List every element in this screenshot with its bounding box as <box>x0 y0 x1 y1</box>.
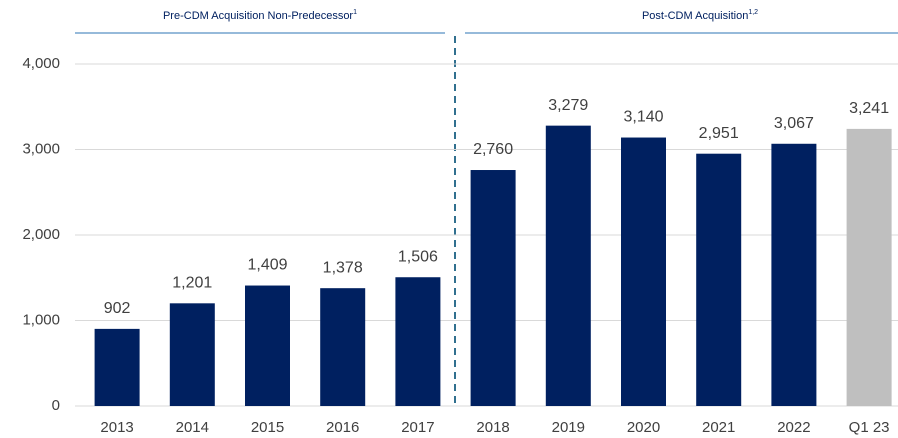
x-tick-label: 2014 <box>176 419 209 436</box>
bar <box>771 143 817 407</box>
value-label: 3,067 <box>774 115 814 132</box>
section-text: Pre-CDM Acquisition Non-Predecessor <box>163 10 353 22</box>
bar <box>470 170 516 406</box>
section-note: 1,2 <box>748 9 758 16</box>
bar <box>545 125 591 406</box>
bar <box>395 277 441 406</box>
value-label: 3,140 <box>623 109 663 126</box>
bar <box>621 137 666 406</box>
y-tick-label: 1,000 <box>22 311 60 328</box>
value-label: 3,241 <box>849 100 889 117</box>
x-tick-label: 2013 <box>100 419 133 436</box>
value-label: 1,506 <box>398 248 438 265</box>
x-tick-label: Q1 23 <box>849 419 890 436</box>
value-label: 902 <box>104 300 131 317</box>
value-label: 1,409 <box>247 257 287 274</box>
value-label: 3,279 <box>548 97 588 114</box>
bar <box>696 153 742 406</box>
y-tick-label: 2,000 <box>22 226 60 243</box>
y-tick-label: 4,000 <box>22 55 60 72</box>
value-label: 2,951 <box>699 125 739 142</box>
bar <box>846 128 892 406</box>
y-tick-label: 0 <box>52 397 60 414</box>
bar <box>94 328 140 406</box>
x-tick-label: 2016 <box>326 419 359 436</box>
value-label: 1,378 <box>323 259 363 276</box>
x-tick-label: 2017 <box>401 419 434 436</box>
x-tick-label: 2020 <box>627 419 660 436</box>
value-label: 2,760 <box>473 141 513 158</box>
x-tick-label: 2022 <box>777 419 810 436</box>
bar <box>320 288 366 406</box>
x-tick-label: 2018 <box>476 419 509 436</box>
section-label: Pre-CDM Acquisition Non-Predecessor1 <box>163 9 357 22</box>
bar <box>245 285 290 406</box>
section-label: Post-CDM Acquisition1,2 <box>642 9 758 22</box>
x-tick-label: 2015 <box>251 419 284 436</box>
x-tick-label: 2021 <box>702 419 735 436</box>
bar <box>169 303 215 406</box>
y-tick-label: 3,000 <box>22 140 60 157</box>
x-tick-label: 2019 <box>552 419 585 436</box>
section-text: Post-CDM Acquisition <box>642 10 748 22</box>
section-note: 1 <box>353 9 357 16</box>
value-label: 1,201 <box>172 275 212 292</box>
